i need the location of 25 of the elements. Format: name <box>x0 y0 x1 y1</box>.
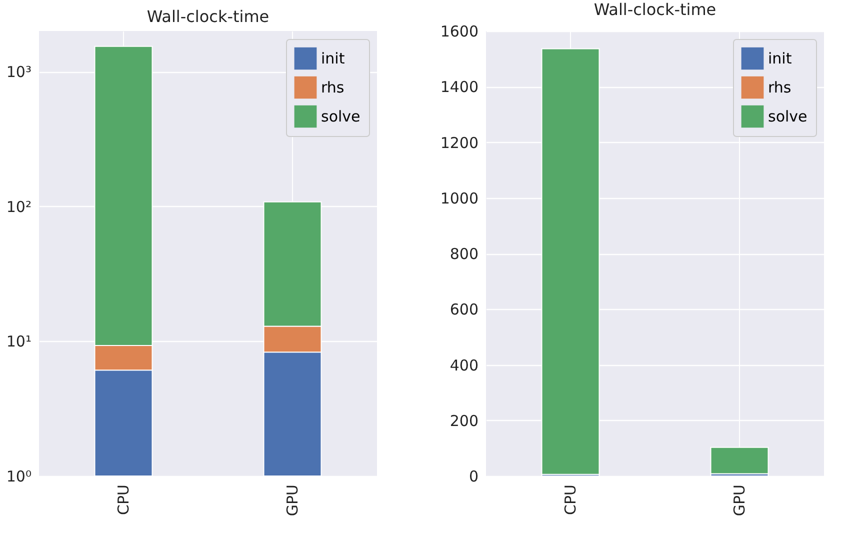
y-tick-label: 10³ <box>6 63 32 82</box>
y-tick-label: 200 <box>450 412 478 430</box>
y-tick-label: 600 <box>450 300 478 319</box>
x-tick-label: CPU <box>562 484 580 515</box>
y-tick-label: 1000 <box>440 189 478 208</box>
y-tick-label: 800 <box>450 245 478 263</box>
legend-label: solve <box>321 108 360 126</box>
y-tick-label: 1600 <box>440 22 478 40</box>
x-tick-label: CPU <box>114 484 132 515</box>
chart-title: Wall-clock-time <box>594 0 716 19</box>
x-tick-label: GPU <box>284 484 302 516</box>
legend-label: init <box>321 50 345 68</box>
legend-label: init <box>768 50 792 68</box>
legend-label: rhs <box>768 78 792 96</box>
y-tick-label: 10⁰ <box>6 468 32 486</box>
y-tick-label: 400 <box>450 356 478 374</box>
y-tick-label: 10² <box>6 198 32 216</box>
chart-title: Wall-clock-time <box>146 7 270 26</box>
y-tick-label: 1200 <box>440 134 478 152</box>
y-tick-label: 0 <box>468 468 478 486</box>
x-tick-label: GPU <box>730 484 748 516</box>
legend-label: solve <box>768 108 808 126</box>
legend-label: rhs <box>321 78 344 96</box>
y-tick-label: 10¹ <box>6 332 32 351</box>
y-tick-label: 1400 <box>440 78 478 96</box>
